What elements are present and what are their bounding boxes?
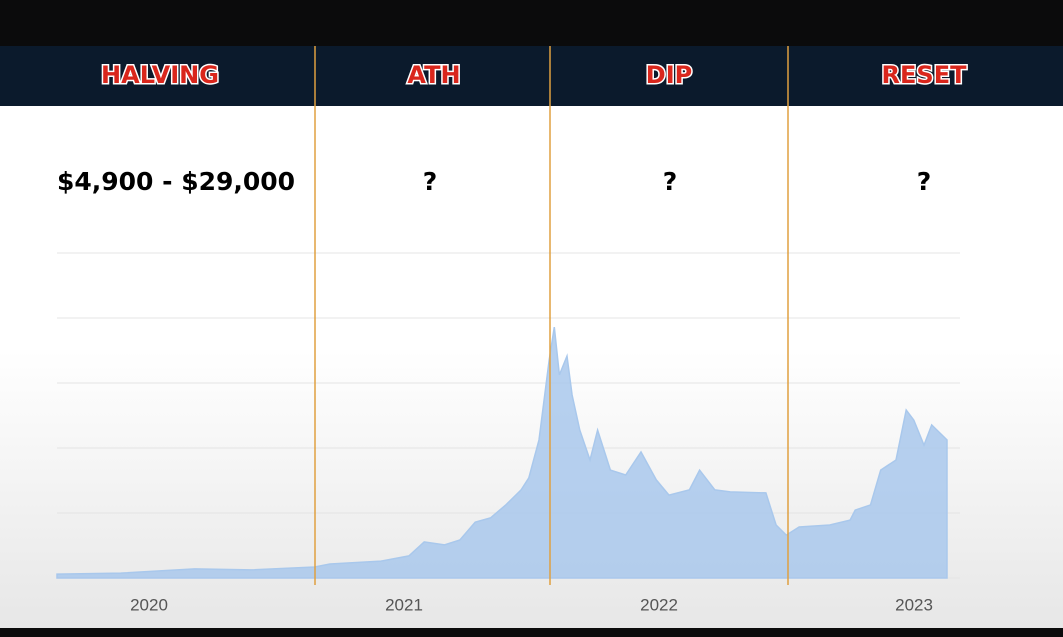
- x-tick-label: 2021: [385, 595, 423, 614]
- x-tick-label: 2020: [130, 595, 168, 614]
- plot: [56, 326, 948, 579]
- phase-price: $4,900 - $29,000: [57, 167, 295, 196]
- x-tick-label: 2022: [640, 595, 678, 614]
- phase-title: HALVING: [101, 61, 219, 89]
- top-bar: [0, 0, 1063, 46]
- phase-price: ?: [917, 167, 932, 196]
- phase-title: RESET: [882, 61, 968, 89]
- phase-price: ?: [663, 167, 678, 196]
- x-tick-label: 2023: [895, 595, 933, 614]
- phase-title: ATH: [407, 61, 460, 89]
- phase-price: ?: [423, 167, 438, 196]
- header-bar: [0, 46, 1063, 106]
- bottom-bar: [0, 628, 1063, 637]
- area: [56, 326, 948, 579]
- phase-title: DIP: [646, 61, 692, 89]
